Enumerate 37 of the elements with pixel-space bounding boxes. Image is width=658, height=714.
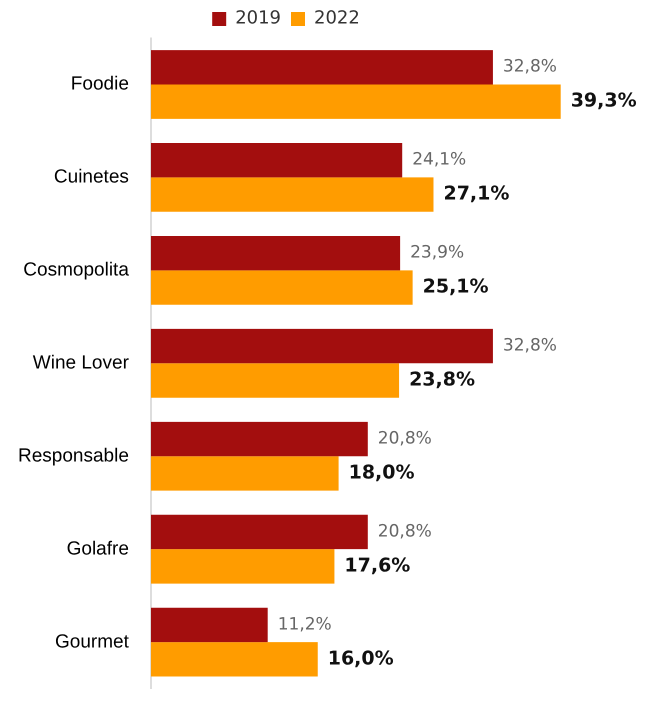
- data-label: 20,8%: [378, 521, 432, 542]
- bar: [150, 608, 268, 642]
- y-tick-label: Responsable: [18, 445, 129, 466]
- data-label: 24,1%: [412, 150, 466, 170]
- data-label: 27,1%: [443, 182, 510, 205]
- bar: [150, 84, 561, 119]
- data-label: 23,9%: [410, 242, 464, 263]
- bar: [150, 328, 493, 364]
- bar: [150, 642, 318, 677]
- bar: [150, 514, 368, 550]
- data-label: 11,2%: [278, 614, 332, 634]
- data-label: 32,8%: [502, 336, 557, 356]
- data-label: 20,8%: [378, 428, 432, 448]
- legend-label: 2019: [235, 8, 282, 29]
- bar: [150, 270, 413, 305]
- y-tick-label: Wine Lover: [32, 352, 130, 374]
- bar: [150, 422, 368, 456]
- legend-label: 2022: [314, 8, 360, 29]
- data-label: 39,3%: [570, 90, 637, 112]
- data-label: 25,1%: [422, 275, 489, 298]
- data-label: 32,8%: [502, 56, 557, 77]
- y-tick-label: Cuinetes: [54, 166, 129, 188]
- data-label: 16,0%: [328, 647, 394, 670]
- y-tick-label: Foodie: [70, 74, 129, 95]
- y-tick-label: Golafre: [66, 538, 129, 560]
- data-label: 18,0%: [348, 461, 415, 484]
- data-label: 23,8%: [409, 368, 475, 390]
- y-tick-label: Gourmet: [54, 631, 130, 652]
- bar: [150, 236, 400, 270]
- bar: [150, 143, 402, 178]
- data-label: 17,6%: [344, 554, 410, 576]
- bar: [150, 363, 400, 398]
- bar: [150, 50, 493, 84]
- bar: [150, 456, 339, 491]
- y-tick-label: Cosmopolita: [23, 260, 130, 281]
- bar: [150, 549, 334, 584]
- bar: [150, 177, 434, 212]
